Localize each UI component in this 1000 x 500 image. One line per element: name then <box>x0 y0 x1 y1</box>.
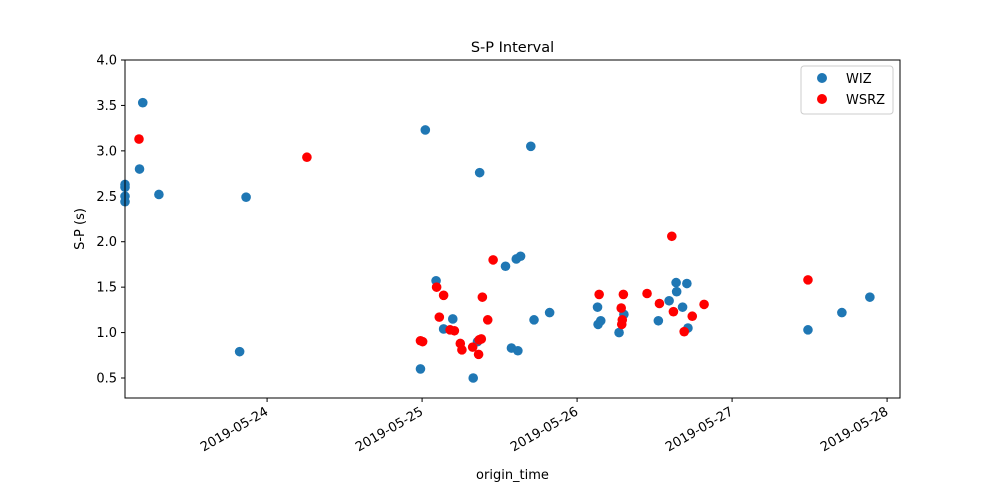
point-wiz <box>653 315 664 326</box>
point-wiz <box>592 302 603 312</box>
point-wsrz <box>431 282 442 292</box>
y-tick-label: 3.0 <box>96 144 117 159</box>
point-wsrz <box>668 306 679 317</box>
point-wiz <box>671 277 681 288</box>
point-wsrz <box>687 311 698 322</box>
point-wiz <box>525 141 536 152</box>
plot-points <box>120 97 875 383</box>
legend: WIZ WSRZ <box>800 65 894 115</box>
y-axis: 0.5 1.0 1.5 2.0 2.5 3.0 3.5 4.0 <box>96 54 125 387</box>
y-tick-label: 1.5 <box>96 281 117 296</box>
point-wiz <box>474 167 485 178</box>
legend-marker-wiz <box>817 73 827 83</box>
y-tick-label: 2.5 <box>96 190 117 205</box>
point-wsrz <box>679 326 689 337</box>
point-wiz <box>515 251 526 262</box>
point-wiz <box>671 286 682 297</box>
point-wiz <box>529 315 539 325</box>
y-tick-label: 0.5 <box>96 372 117 387</box>
point-wiz <box>137 97 148 108</box>
point-wsrz <box>457 345 467 355</box>
point-wiz <box>803 325 813 335</box>
plot-area-frame <box>124 59 901 399</box>
point-wiz <box>241 192 251 202</box>
point-wsrz <box>699 299 709 310</box>
point-wsrz <box>482 315 493 325</box>
point-wsrz <box>476 334 487 344</box>
point-wiz <box>234 346 245 357</box>
chart-title: S-P Interval <box>471 40 554 56</box>
point-wiz <box>420 125 431 135</box>
point-wsrz <box>417 336 428 347</box>
x-axis-label: origin_time <box>476 468 549 483</box>
y-tick-label: 2.0 <box>96 235 117 250</box>
point-wiz <box>544 307 555 318</box>
point-wsrz <box>803 275 813 285</box>
point-wiz <box>595 315 606 326</box>
point-wsrz <box>642 288 652 299</box>
point-wsrz <box>667 231 677 242</box>
point-wiz <box>677 302 688 312</box>
point-wiz <box>468 373 479 383</box>
point-wsrz <box>434 312 445 322</box>
point-wiz <box>837 307 847 318</box>
point-wsrz <box>302 152 312 163</box>
y-tick-label: 4.0 <box>96 54 117 69</box>
legend-label-wsrz: WSRZ <box>846 93 885 108</box>
point-wsrz <box>134 134 144 144</box>
point-wiz <box>664 295 674 306</box>
legend-marker-wsrz <box>817 94 827 104</box>
point-wsrz <box>477 292 488 302</box>
y-tick-label: 1.0 <box>96 326 117 341</box>
point-wsrz <box>438 290 449 301</box>
point-wiz <box>415 364 426 374</box>
point-wsrz <box>488 255 498 265</box>
point-wiz <box>154 189 164 200</box>
point-wiz <box>447 314 458 324</box>
point-wsrz <box>616 303 627 313</box>
point-wsrz <box>617 315 628 325</box>
point-wiz <box>682 278 692 289</box>
point-wiz <box>500 261 511 272</box>
point-wsrz <box>618 289 629 300</box>
point-wsrz <box>467 342 478 352</box>
y-axis-label: S-P (s) <box>73 208 88 250</box>
point-wiz <box>614 327 624 338</box>
point-wsrz <box>449 325 460 336</box>
point-wiz <box>513 345 523 356</box>
point-wiz <box>865 292 875 302</box>
point-wiz <box>134 164 145 174</box>
point-wsrz <box>654 298 665 309</box>
point-wsrz <box>473 349 484 360</box>
legend-label-wiz: WIZ <box>846 72 872 87</box>
y-tick-label: 3.5 <box>96 99 117 114</box>
point-wsrz <box>594 289 604 300</box>
